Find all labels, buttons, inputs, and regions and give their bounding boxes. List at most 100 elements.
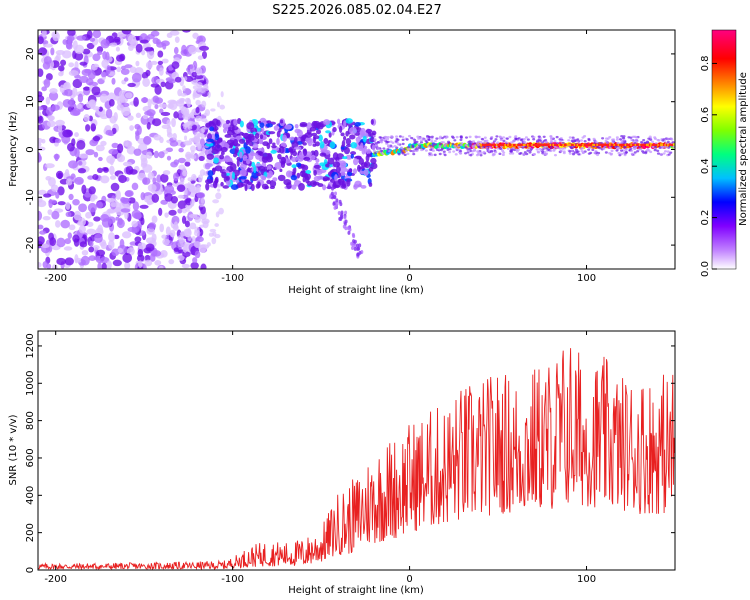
heat-cell — [261, 175, 267, 181]
heat-cell — [167, 99, 177, 105]
heat-cell — [499, 138, 503, 142]
heat-cell — [500, 143, 502, 146]
heat-cell — [464, 146, 468, 149]
heat-cell — [190, 150, 195, 155]
heat-cell — [107, 92, 116, 102]
heat-cell — [622, 139, 626, 142]
heat-cell — [47, 177, 56, 187]
heat-cell — [65, 178, 73, 186]
heat-cell — [313, 169, 317, 176]
heat-cell — [201, 117, 208, 123]
heat-cell — [64, 257, 74, 266]
heat-cell — [160, 81, 166, 88]
heat-cell — [552, 149, 556, 152]
heat-cell — [342, 156, 348, 160]
heat-cell — [244, 183, 248, 192]
heat-cell — [526, 149, 530, 152]
heat-cell — [212, 125, 219, 131]
heat-cell — [502, 136, 506, 139]
heat-cell — [146, 33, 155, 40]
heat-cell — [438, 152, 442, 156]
heat-cell — [291, 184, 297, 190]
heat-cell — [273, 125, 279, 131]
heat-cell — [389, 144, 393, 147]
heat-cell — [252, 142, 259, 149]
heat-cell — [518, 143, 521, 146]
heat-cell — [615, 136, 619, 139]
heat-cell — [42, 261, 48, 269]
heat-cell — [157, 60, 164, 65]
heat-cell — [151, 215, 158, 224]
heat-cell — [381, 152, 385, 156]
heat-cell — [336, 118, 341, 125]
heat-cell — [173, 247, 179, 252]
heat-cell — [279, 119, 284, 124]
heat-cell — [485, 139, 489, 143]
heat-cell — [620, 141, 624, 144]
heat-cell — [38, 152, 41, 163]
heat-cell — [623, 143, 625, 146]
heat-cell — [602, 146, 606, 150]
heat-cell — [552, 143, 555, 146]
heat-cell — [105, 108, 113, 119]
heat-cell — [596, 145, 600, 149]
heat-cell — [315, 158, 320, 163]
heat-cell — [214, 233, 221, 239]
heat-cell — [442, 150, 446, 153]
heat-cell — [168, 79, 176, 84]
heat-cell — [97, 224, 103, 235]
heat-cell — [549, 143, 552, 146]
heat-cell — [190, 154, 197, 160]
heat-cell — [262, 141, 269, 147]
heat-cell — [639, 148, 643, 151]
heat-cell — [491, 153, 495, 157]
heat-cell — [205, 179, 213, 184]
heat-cell — [132, 201, 140, 211]
heat-cell — [394, 140, 398, 143]
heat-cell — [209, 126, 214, 132]
heat-cell — [210, 108, 216, 112]
heat-cell — [628, 143, 631, 146]
heat-cell — [211, 237, 217, 245]
heat-cell — [162, 238, 170, 246]
heat-cell — [106, 197, 116, 203]
heat-cell — [483, 143, 485, 146]
heat-cell — [381, 138, 385, 142]
heat-cell — [501, 153, 505, 157]
heat-cell — [224, 134, 232, 138]
heat-cell — [200, 197, 205, 204]
heat-cell — [313, 164, 321, 169]
heat-cell — [357, 246, 361, 251]
heat-cell — [230, 163, 237, 172]
heat-cell — [150, 83, 160, 88]
heat-cell — [277, 153, 282, 160]
heat-cell — [561, 147, 565, 150]
heat-cell — [82, 48, 91, 55]
x-tick-label: -200 — [44, 273, 67, 284]
heat-cell — [48, 199, 58, 204]
heat-cell — [477, 143, 481, 146]
heat-cell — [528, 143, 531, 146]
heat-cell — [206, 153, 215, 160]
heat-cell — [517, 137, 521, 140]
heat-cell — [453, 144, 457, 148]
heat-cell — [179, 177, 185, 185]
heat-cell — [493, 143, 495, 146]
heat-cell — [110, 202, 118, 208]
heat-cell — [206, 138, 214, 143]
heat-cell — [636, 143, 638, 146]
heat-cell — [323, 119, 331, 126]
heat-cell — [164, 184, 175, 194]
heat-cell — [166, 155, 172, 161]
heat-cell — [283, 178, 292, 186]
heat-cell — [333, 205, 337, 210]
heat-cell — [325, 130, 331, 134]
heat-cell — [78, 153, 89, 159]
heat-cell — [351, 242, 355, 247]
heat-cell — [58, 71, 64, 77]
heat-cell — [610, 143, 613, 146]
heat-cell — [43, 56, 52, 65]
heat-cell — [60, 59, 67, 66]
heat-cell — [52, 31, 60, 42]
heat-cell — [424, 139, 428, 143]
